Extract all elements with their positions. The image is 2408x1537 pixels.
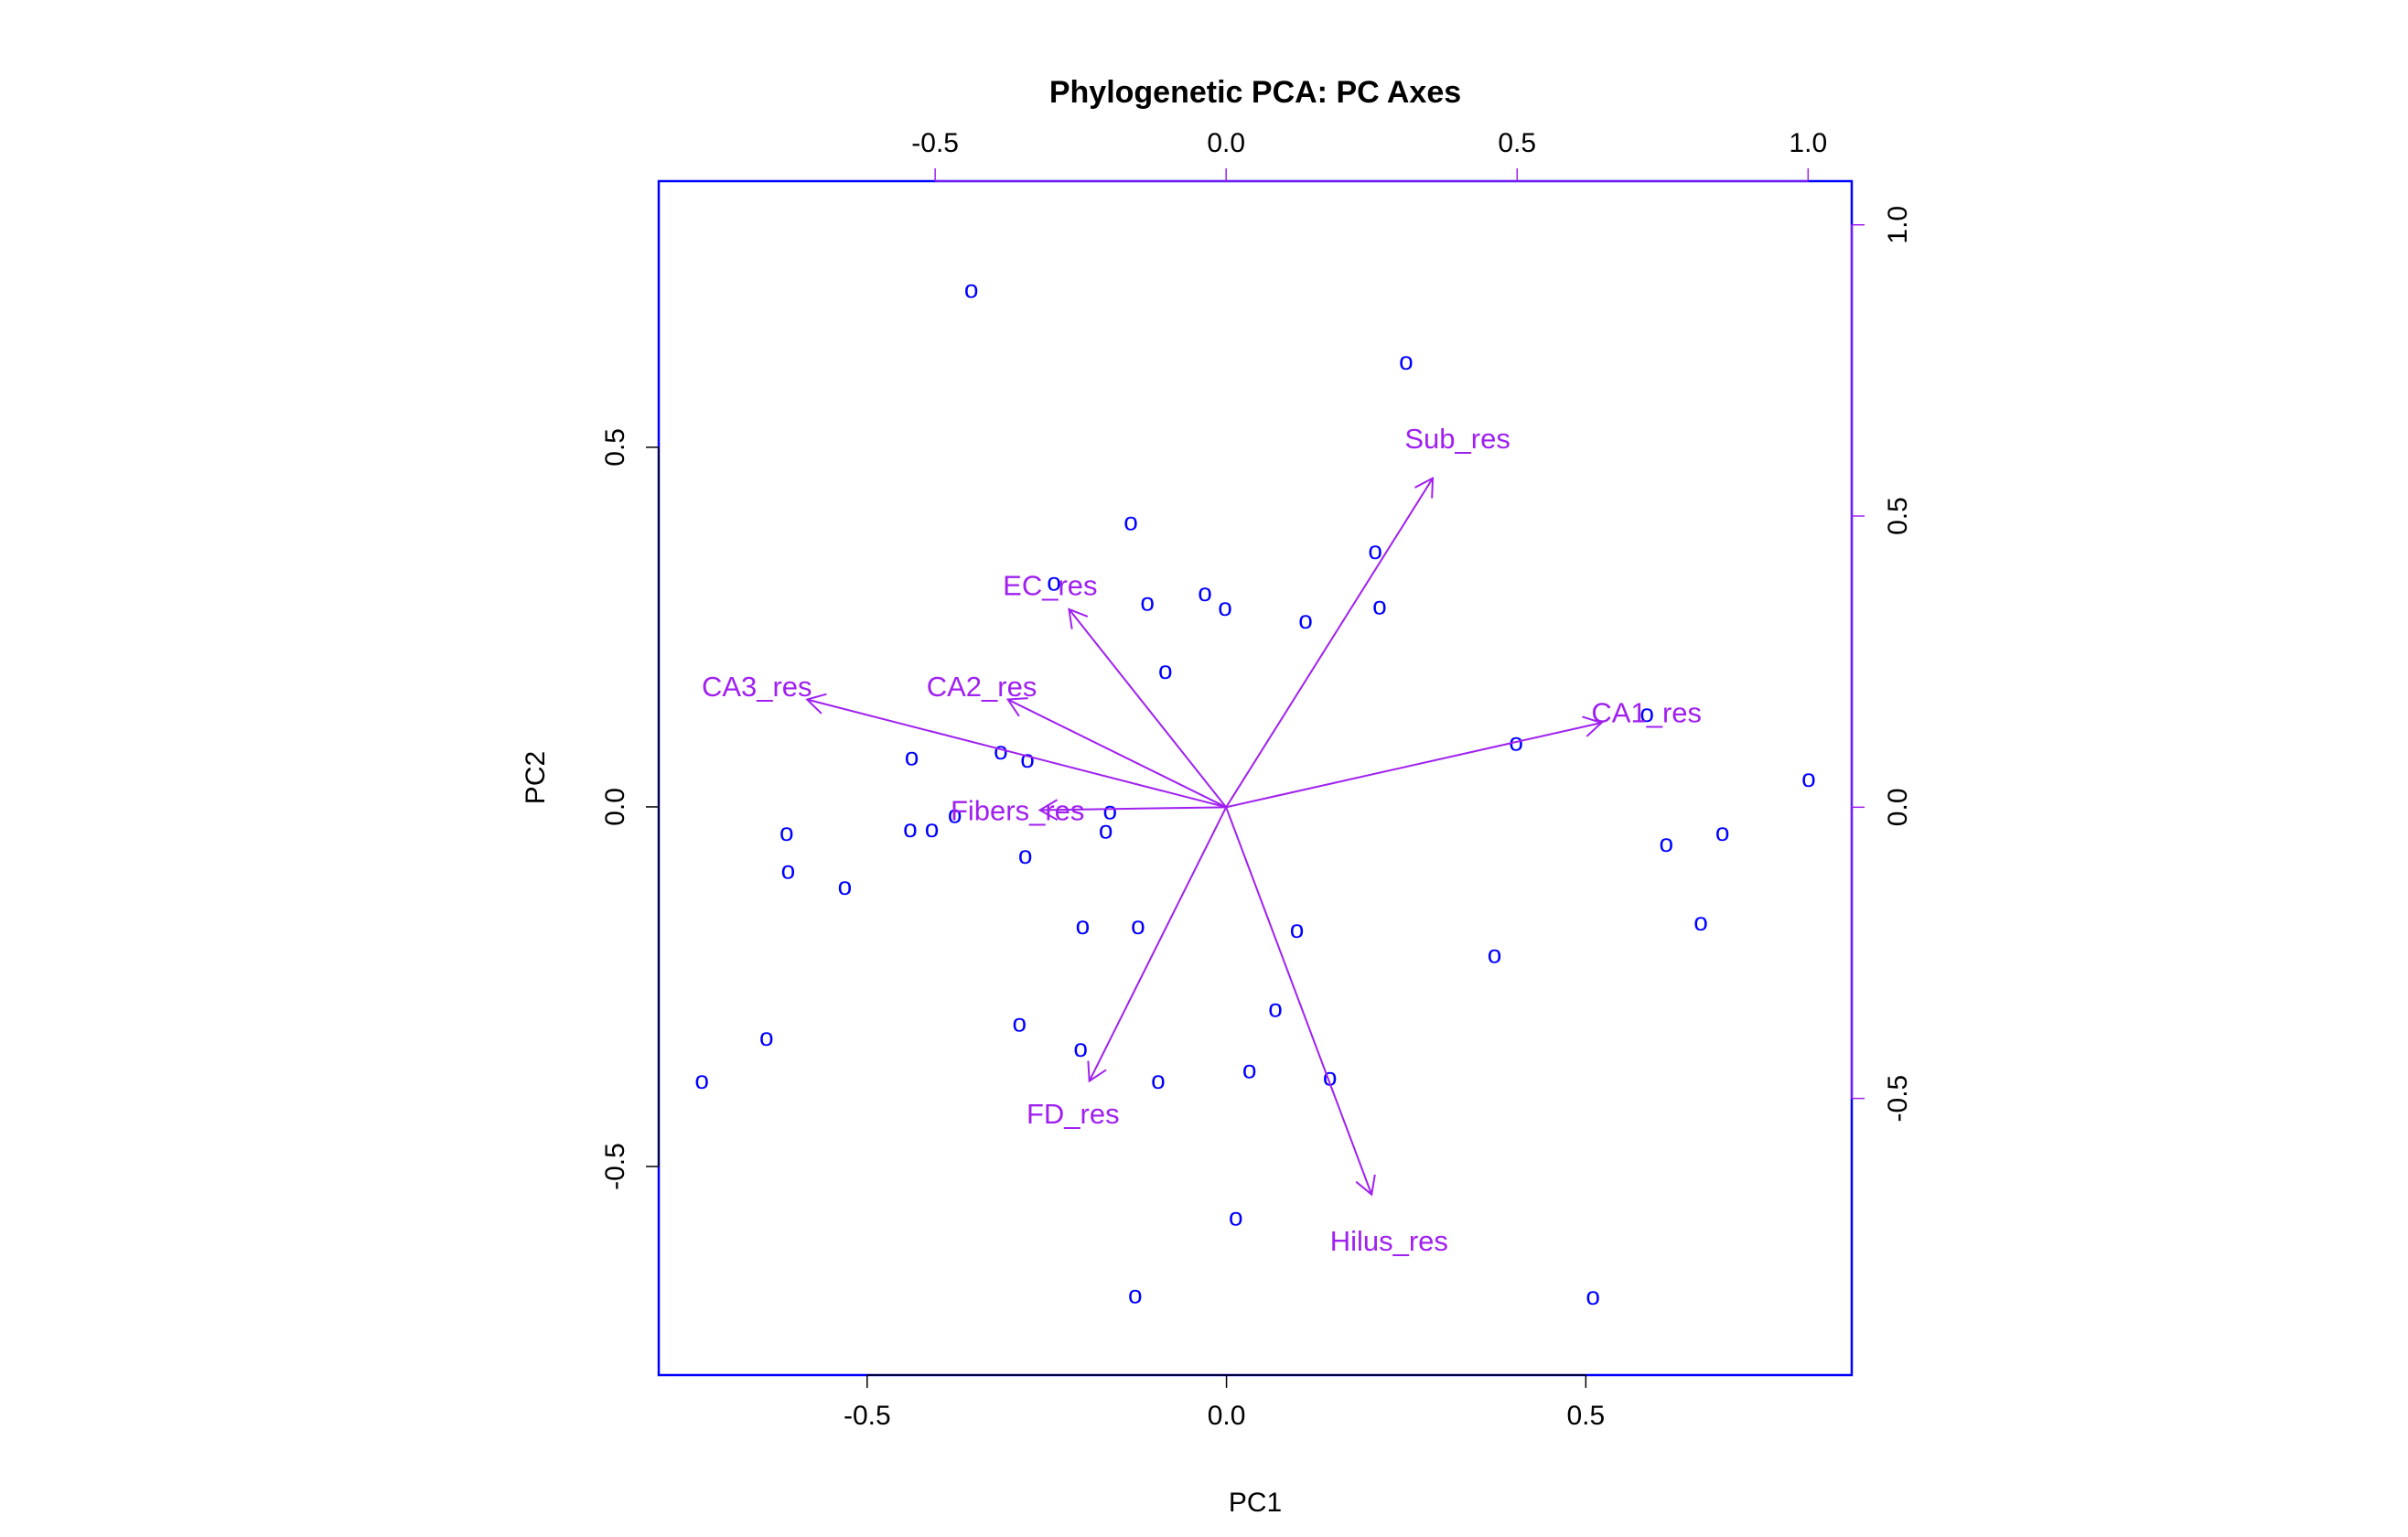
loading-label: Hilus_res xyxy=(1330,1225,1448,1257)
data-point: o xyxy=(1372,591,1387,619)
loading-arrowhead xyxy=(1582,715,1604,737)
data-point: o xyxy=(1368,536,1382,564)
data-point: o xyxy=(838,872,853,900)
x-axis-label: PC1 xyxy=(1229,1488,1282,1518)
data-point: o xyxy=(1020,745,1035,773)
data-point: o xyxy=(1073,1034,1088,1062)
data-point: o xyxy=(1013,1008,1027,1037)
top-axis: -0.5 0.0 0.5 1.0 xyxy=(911,128,1827,182)
data-point: o xyxy=(1586,1282,1600,1310)
data-point: o xyxy=(1218,593,1232,621)
data-point: o xyxy=(1639,699,1654,727)
data-point: o xyxy=(759,1023,774,1051)
data-point: o xyxy=(994,736,1008,765)
y-axis-label: PC2 xyxy=(521,751,551,804)
loading-arrow xyxy=(1039,806,1227,811)
loading-arrows: CA1_res CA2_res CA3_res EC_res Sub_res Fibers… xyxy=(702,423,1702,1257)
loading-label: Sub_res xyxy=(1404,423,1510,455)
loading-arrow xyxy=(1225,722,1602,809)
data-point: o xyxy=(1018,841,1033,869)
right-tick-label: 0.5 xyxy=(1883,497,1913,535)
loading-label: Fibers_res xyxy=(951,794,1084,826)
loading-arrowhead xyxy=(805,693,827,715)
left-axis: -0.5 0.0 0.5 xyxy=(600,428,660,1190)
loading-arrowhead xyxy=(1005,697,1028,717)
data-point: o xyxy=(964,274,979,303)
loading-arrow xyxy=(1225,478,1434,808)
data-point: o xyxy=(1198,578,1212,607)
top-tick-label: 0.0 xyxy=(1207,128,1245,158)
data-point: o xyxy=(1693,908,1708,936)
loading-arrow xyxy=(1225,806,1373,1196)
data-point: o xyxy=(1076,911,1091,940)
data-point: o xyxy=(1140,587,1155,616)
x-tick-label: -0.5 xyxy=(844,1401,891,1431)
data-point: o xyxy=(1242,1055,1257,1083)
y-tick-label: -0.5 xyxy=(600,1143,630,1190)
data-point: o xyxy=(1323,1062,1338,1091)
loading-label: EC_res xyxy=(1003,569,1097,601)
right-tick-label: -0.5 xyxy=(1883,1075,1913,1123)
loading-arrowhead xyxy=(1068,607,1089,629)
loading-arrowhead xyxy=(1355,1174,1376,1197)
loading-label: CA1_res xyxy=(1591,696,1702,728)
data-point: o xyxy=(1158,656,1173,684)
loading-arrow xyxy=(1007,698,1227,809)
data-point: o xyxy=(1123,507,1138,535)
data-point: o xyxy=(779,818,794,846)
loading-arrow xyxy=(1088,806,1228,1081)
data-point: o xyxy=(1103,796,1118,824)
data-point: o xyxy=(1268,994,1283,1023)
data-point: o xyxy=(1290,915,1305,943)
loading-label: CA2_res xyxy=(927,671,1037,703)
loading-arrow xyxy=(806,698,1227,809)
x-tick-label: 0.0 xyxy=(1208,1401,1246,1431)
data-point: o xyxy=(1399,347,1414,375)
top-tick-label: 0.5 xyxy=(1498,128,1536,158)
data-point: o xyxy=(1715,818,1730,846)
data-point: o xyxy=(1151,1066,1166,1094)
loading-arrowhead xyxy=(1037,799,1059,822)
data-point: o xyxy=(694,1066,709,1094)
chart-title: Phylogenetic PCA: PC Axes xyxy=(1049,75,1461,110)
data-point: o xyxy=(781,856,796,885)
y-tick-label: 0.5 xyxy=(600,428,630,467)
top-tick-label: 1.0 xyxy=(1789,128,1827,158)
right-tick-label: 0.0 xyxy=(1883,788,1913,826)
right-tick-label: 1.0 xyxy=(1883,206,1913,244)
data-point: o xyxy=(1229,1203,1243,1231)
data-point: o xyxy=(905,742,919,770)
loading-arrow xyxy=(1068,608,1227,808)
data-point: o xyxy=(925,814,940,843)
right-axis: -0.5 0.0 0.5 1.0 xyxy=(1851,206,1913,1123)
loading-arrowhead xyxy=(1414,476,1435,499)
data-point: o xyxy=(903,814,918,843)
bottom-axis: -0.5 0.0 0.5 xyxy=(844,1374,1605,1431)
loading-arrowhead xyxy=(1087,1060,1107,1083)
x-tick-label: 0.5 xyxy=(1566,1401,1605,1431)
y-tick-label: 0.0 xyxy=(600,788,630,826)
plot-frame xyxy=(657,179,1854,1377)
loading-label: FD_res xyxy=(1027,1098,1120,1130)
data-point: o xyxy=(1660,829,1674,857)
data-point: o xyxy=(1131,911,1145,940)
data-point: o xyxy=(1099,816,1113,844)
data-point: o xyxy=(1128,1280,1143,1308)
data-point: o xyxy=(1801,764,1816,792)
data-point: o xyxy=(1488,940,1502,969)
top-tick-label: -0.5 xyxy=(911,128,959,158)
data-point: o xyxy=(1047,567,1061,596)
loading-label: CA3_res xyxy=(702,671,812,703)
data-point: o xyxy=(1298,606,1313,634)
data-point: o xyxy=(948,800,962,828)
